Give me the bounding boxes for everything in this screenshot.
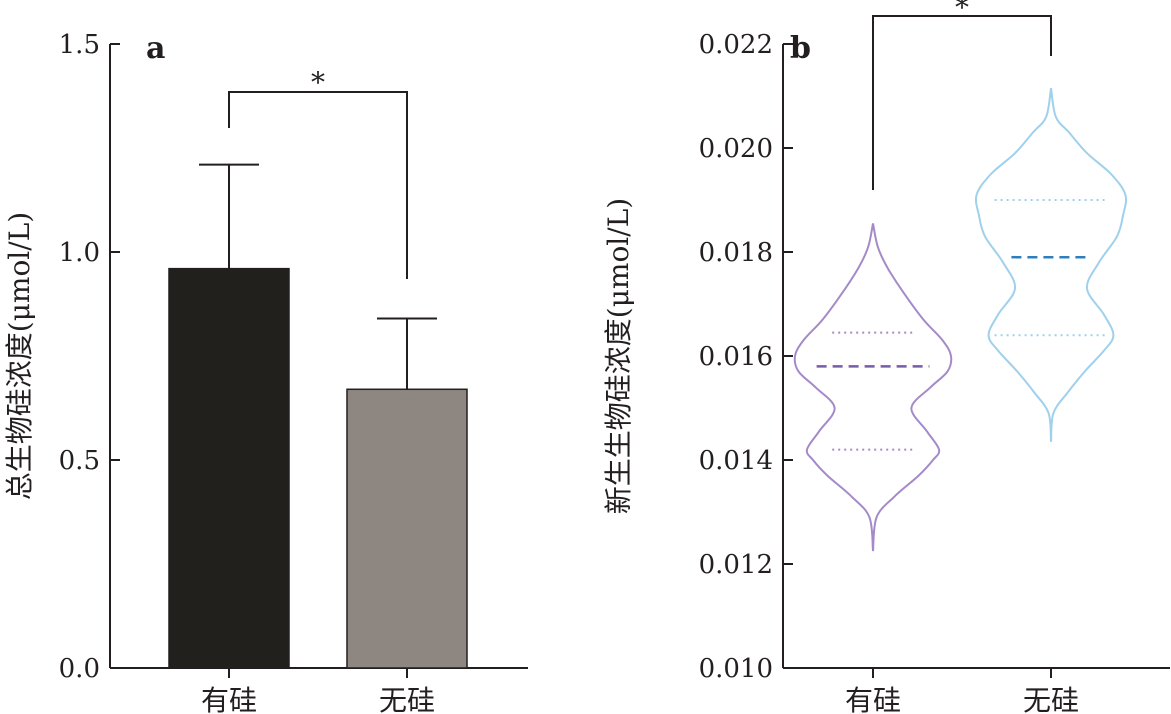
panel-b-y-tick-label-3: 0.016	[699, 342, 773, 372]
panel-b-y-tick-label-4: 0.018	[699, 238, 773, 268]
panel-b-y-tick-label-2: 0.014	[699, 446, 773, 476]
panel-b-x-label-1: 无硅	[1023, 684, 1079, 714]
panel-b: 0.010 0.012 0.014 0.016 0.018 0.020 0.022 有硅 无硅…	[602, 0, 1170, 714]
panel-a-y-tick-label-3: 1.5	[59, 30, 100, 60]
panel-b-significance-bracket	[872, 15, 1052, 190]
panel-b-violin-1	[974, 88, 1128, 442]
panel-b-y-tick-label-6: 0.022	[699, 30, 773, 60]
panel-a-y-tick-label-1: 0.5	[59, 446, 100, 476]
panel-b-label: b	[790, 31, 811, 66]
panel-a-x-label-1: 无硅	[379, 684, 435, 714]
panel-b-y-axis-title: 新生生物硅浓度(μmol/L)	[602, 198, 635, 514]
panel-a-label: a	[146, 31, 165, 66]
panel-b-x-label-0: 有硅	[845, 684, 901, 714]
panel-b-violin-0	[793, 223, 953, 552]
panel-b-significance-star: *	[955, 0, 969, 24]
panel-a-y-tick-label-2: 1.0	[59, 238, 100, 268]
panel-b-y-tick-label-1: 0.012	[699, 550, 773, 580]
panel-b-y-tick-label-5: 0.020	[699, 134, 773, 164]
panel-a-bar-0	[168, 267, 290, 669]
panel-a: 0.0 0.5 1.0 1.5 有硅 无硅 a 总生物硅浓度(μmol/L) *	[3, 30, 528, 714]
panel-a-significance-star: *	[311, 66, 325, 99]
panel-b-y-tick-label-0: 0.010	[699, 654, 773, 684]
panel-a-y-axis-title: 总生物硅浓度(μmol/L)	[3, 212, 36, 500]
panel-a-y-tick-label-0: 0.0	[59, 654, 100, 684]
panel-a-bar-1	[346, 388, 468, 669]
panel-a-x-label-0: 有硅	[201, 684, 257, 714]
panel-a-significance-bracket	[228, 91, 408, 279]
